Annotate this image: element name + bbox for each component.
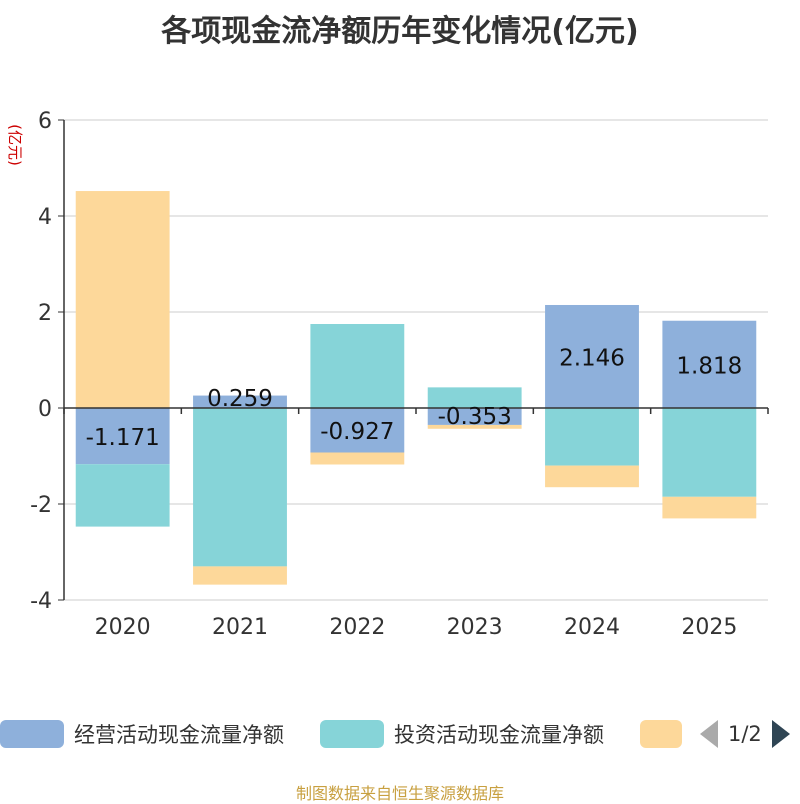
- x-tick-label: 2021: [212, 615, 268, 640]
- data-label-0.259: 0.259: [207, 386, 273, 412]
- axes: -4 -2 0 2 4 6 2020 2021 2022 2023 2024 2025: [30, 109, 769, 640]
- bar-segment-2021-2[interactable]: [193, 566, 287, 585]
- legend-item-investing[interactable]: 投资活动现金流量净额: [320, 716, 604, 752]
- data-label--0.927: -0.927: [320, 419, 394, 445]
- data-label--1.171: -1.171: [86, 425, 160, 451]
- bars: [75, 191, 757, 585]
- legend-item-operating[interactable]: 经营活动现金流量净额: [0, 716, 284, 752]
- legend-label-operating: 经营活动现金流量净额: [74, 723, 284, 747]
- bar-segment-2022-1[interactable]: [310, 324, 405, 408]
- bar-segment-2021-1[interactable]: [193, 408, 287, 567]
- legend: 经营活动现金流量净额 投资活动现金流量净额: [0, 716, 800, 756]
- legend-pager: 1/2: [700, 716, 790, 752]
- x-tick-label: 2022: [329, 615, 385, 640]
- data-label-1.818: 1.818: [676, 353, 742, 379]
- bar-segment-2023-1[interactable]: [427, 387, 522, 408]
- data-label--0.353: -0.353: [438, 404, 512, 430]
- y-tick-label: -2: [30, 493, 52, 518]
- bar-segment-2020-2[interactable]: [75, 191, 170, 408]
- bar-segment-2025-1[interactable]: [662, 408, 757, 497]
- chart-plot: (亿元) -4 -2 0 2 4 6 2020 2021 2022 2023 2024 2025 -1…: [6, 109, 769, 640]
- bar-segment-2022-0[interactable]: [310, 408, 405, 453]
- bar-segment-2024-0[interactable]: [545, 304, 639, 408]
- legend-label-investing: 投资活动现金流量净额: [394, 723, 604, 747]
- y-tick-label: 6: [38, 109, 52, 134]
- data-labels: -1.171 0.259 -0.927 -0.353 2.146 1.818: [86, 345, 743, 451]
- bar-segment-2023-0[interactable]: [427, 408, 522, 425]
- bar-segment-2021-0[interactable]: [193, 395, 287, 408]
- x-tick-label: 2025: [681, 615, 737, 640]
- legend-swatch-operating: [0, 720, 64, 748]
- y-tick-label: -4: [30, 589, 52, 614]
- bar-segment-2024-2[interactable]: [545, 465, 639, 488]
- legend-swatch-investing: [320, 720, 384, 748]
- bar-segment-2023-2[interactable]: [427, 424, 522, 429]
- data-label-2.146: 2.146: [559, 345, 625, 371]
- bar-segment-2020-0[interactable]: [75, 408, 170, 465]
- bar-segment-2024-1[interactable]: [545, 408, 639, 466]
- legend-item-financing[interactable]: [640, 716, 682, 752]
- legend-swatch-financing: [640, 720, 682, 748]
- y-tick-label: 0: [38, 397, 52, 422]
- bar-segment-2020-1[interactable]: [75, 464, 170, 527]
- bar-segment-2022-2[interactable]: [310, 452, 405, 465]
- y-tick-label: 4: [38, 205, 52, 230]
- bar-segment-2025-2[interactable]: [662, 496, 757, 519]
- pager-text: 1/2: [728, 722, 762, 746]
- x-tick-label: 2020: [95, 615, 151, 640]
- y-axis-label: (亿元): [6, 124, 24, 166]
- source-note: 制图数据来自恒生聚源数据库: [295, 784, 504, 803]
- pager-prev-icon[interactable]: [700, 720, 718, 748]
- chart-title: 各项现金流净额历年变化情况(亿元): [161, 14, 639, 49]
- x-tick-label: 2024: [564, 615, 620, 640]
- pager-next-icon[interactable]: [771, 720, 790, 748]
- x-tick-label: 2023: [447, 615, 503, 640]
- y-tick-label: 2: [38, 301, 52, 326]
- bar-segment-2025-0[interactable]: [662, 320, 757, 408]
